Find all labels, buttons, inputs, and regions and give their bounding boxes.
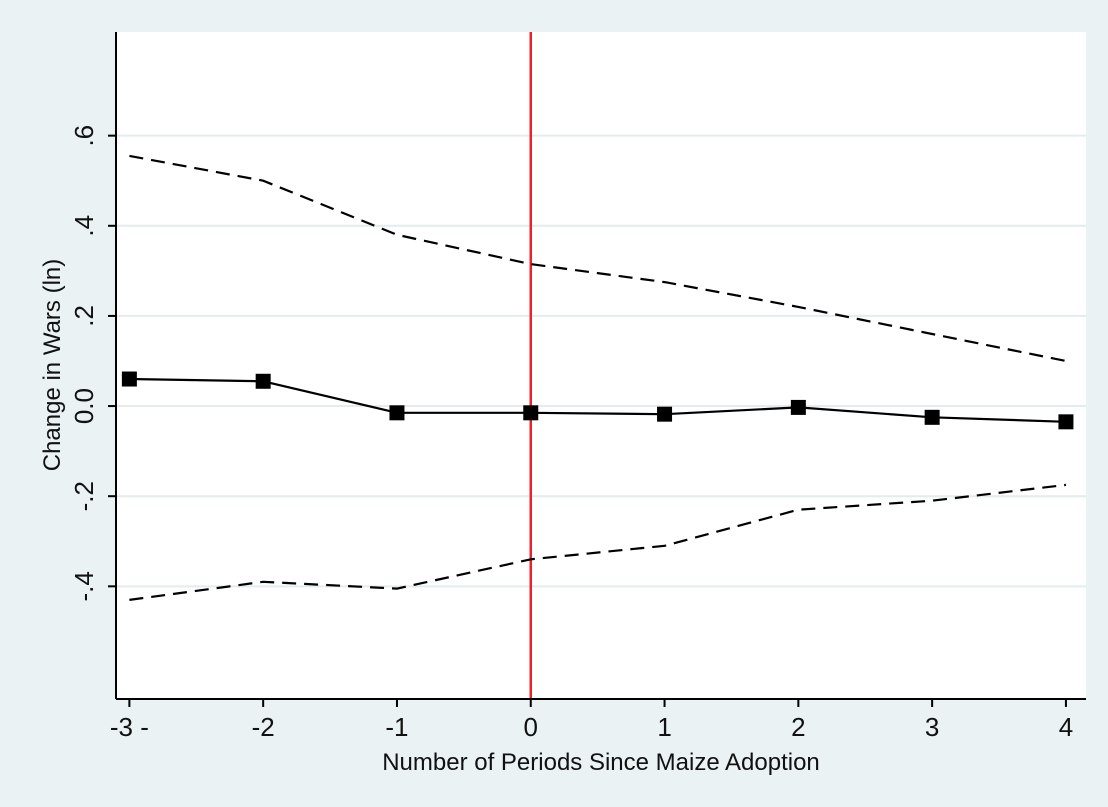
series-0-point-2 <box>389 405 405 421</box>
x-tick-label-4: 1 <box>657 712 671 742</box>
series-group <box>121 154 1074 601</box>
gridlines <box>116 134 1086 588</box>
x-tick-label-7: 4 <box>1059 712 1073 742</box>
series-0-point-3 <box>523 405 539 421</box>
series-0-point-4 <box>657 406 673 422</box>
x-tick-label-2: -1 <box>385 712 408 742</box>
x-tick-label-6: 3 <box>925 712 939 742</box>
series-0-point-7 <box>1058 414 1074 430</box>
series-0-point-5 <box>790 399 806 415</box>
y-tick-label-0: -.4 <box>69 571 99 601</box>
y-tick-label-2: 0.0 <box>69 388 99 424</box>
y-axis-label: Change in Wars (ln) <box>39 259 66 472</box>
x-tick-label-0: -3 - <box>110 712 149 742</box>
series-0-point-1 <box>255 373 271 389</box>
axes <box>108 32 1086 707</box>
y-tick-label-3: .2 <box>69 305 99 327</box>
x-tick-label-5: 2 <box>791 712 805 742</box>
plot-area <box>116 32 1086 699</box>
x-tick-label-1: -2 <box>252 712 275 742</box>
tick-labels: -3 - -2 -1 0 1 2 3 4 -.4 -.2 0.0 .2 .4 .6 <box>69 125 1073 742</box>
series-line-2 <box>129 483 1067 601</box>
series-line-1 <box>129 154 1067 363</box>
x-axis-label: Number of Periods Since Maize Adoption <box>382 749 820 776</box>
y-tick-label-1: -.2 <box>69 481 99 511</box>
y-tick-label-4: .4 <box>69 215 99 237</box>
series-0-point-0 <box>121 371 137 387</box>
series-0-point-6 <box>924 409 940 425</box>
y-tick-label-5: .6 <box>69 125 99 147</box>
x-tick-label-3: 0 <box>524 712 538 742</box>
series-line-0 <box>129 377 1066 423</box>
